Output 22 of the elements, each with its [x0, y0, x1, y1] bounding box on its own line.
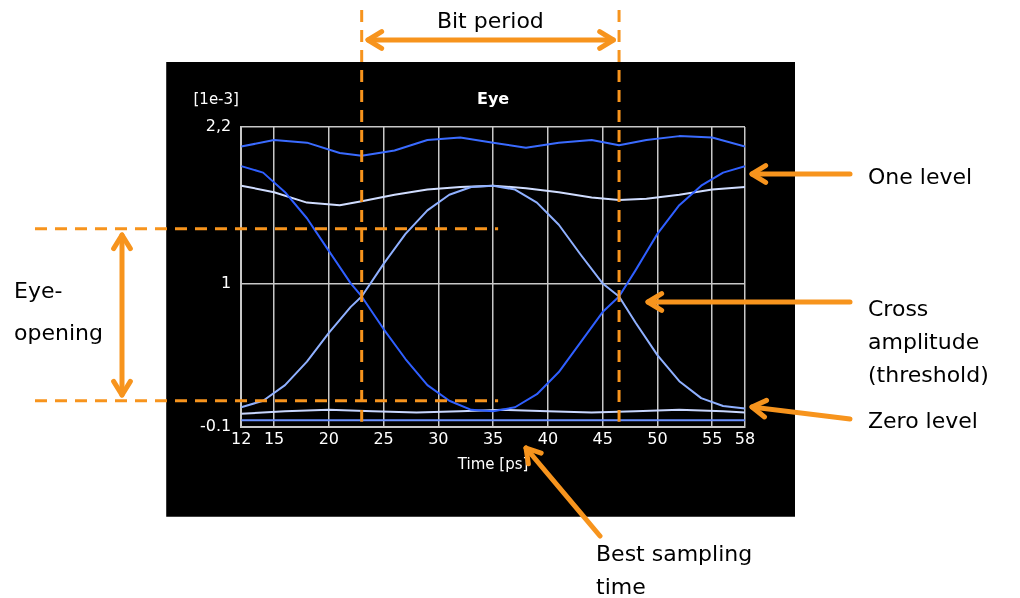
text: Bit period — [435, 7, 545, 35]
x-tick-label: 55 — [701, 428, 723, 448]
y-tick-label: 2,2 — [205, 116, 232, 136]
text: One level — [868, 163, 974, 191]
y-tick-label: 1 — [221, 272, 232, 292]
x-tick-label: 58 — [734, 428, 756, 448]
x-tick-label: 35 — [482, 428, 504, 448]
x-tick-label: 50 — [647, 428, 668, 448]
text: Zero level — [868, 407, 979, 435]
chart-title: Eye — [477, 89, 510, 109]
x-tick-label: 25 — [373, 428, 394, 448]
x-tick-label: 15 — [263, 428, 285, 448]
x-tick-label: 40 — [537, 428, 559, 448]
text: Cross amplitude (threshold) — [868, 295, 990, 389]
y-axis-title: [1e-3] — [193, 89, 239, 108]
x-tick-label: 20 — [318, 428, 340, 448]
y-tick-label: -0.1 — [200, 415, 232, 435]
x-tick-label: 12 — [231, 428, 252, 448]
text: Eye-opening — [14, 276, 103, 347]
text: Best sampling time — [596, 540, 754, 598]
x-tick-label: 30 — [428, 428, 449, 448]
x-tick-label: 45 — [592, 428, 613, 448]
